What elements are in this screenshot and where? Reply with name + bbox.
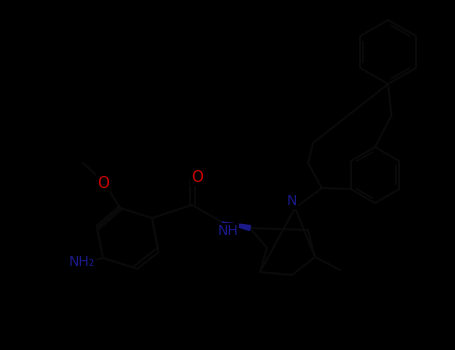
Text: N: N: [287, 194, 297, 208]
Text: O: O: [191, 169, 203, 184]
Text: NH: NH: [217, 224, 238, 238]
Text: O: O: [97, 175, 109, 190]
Text: NH₂: NH₂: [69, 255, 95, 269]
Polygon shape: [222, 222, 251, 230]
